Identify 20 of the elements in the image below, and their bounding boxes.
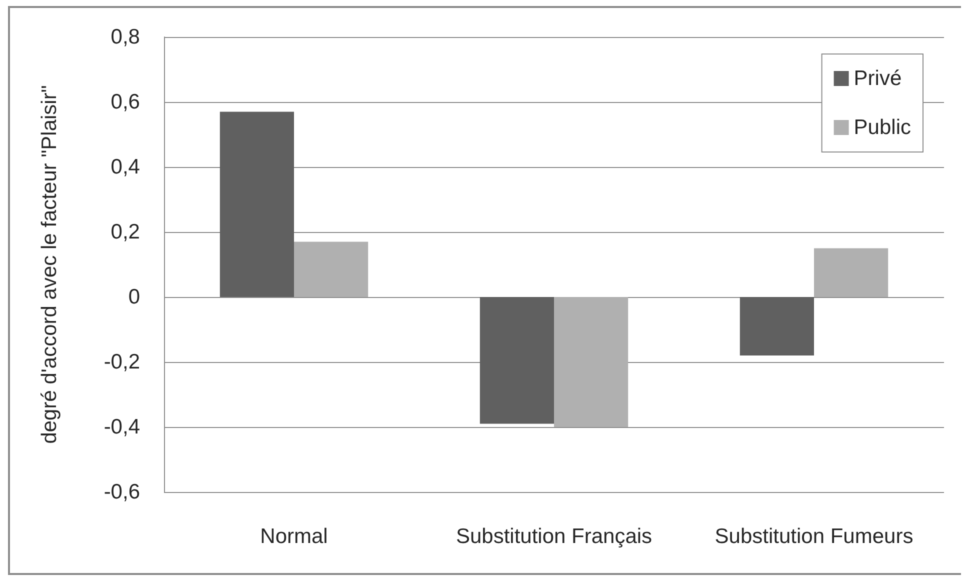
bar: [814, 248, 888, 297]
x-tick-label: Normal: [260, 525, 328, 548]
y-tick-label: 0,4: [110, 156, 140, 178]
y-tick-label: -0,2: [104, 350, 140, 374]
y-tick-label: -0,4: [104, 416, 140, 438]
y-tick-label: -0,6: [104, 480, 140, 504]
legend-label: Privé: [854, 67, 902, 90]
y-axis-title: degré d'accord avec le facteur "Plaisir": [38, 85, 61, 444]
y-tick-label: 0,6: [110, 90, 140, 114]
y-tick-label: 0: [128, 286, 140, 308]
y-tick-label: 0,2: [110, 220, 140, 244]
bar: [480, 297, 554, 424]
x-tick-label: Substitution Français: [456, 525, 652, 548]
bar: [220, 112, 294, 297]
x-tick-label: Substitution Fumeurs: [714, 525, 914, 548]
bar: [554, 297, 628, 427]
legend-label: Public: [854, 116, 912, 139]
y-tick-label: 0,8: [110, 26, 140, 48]
bar: [740, 297, 814, 356]
bar: [294, 242, 368, 297]
